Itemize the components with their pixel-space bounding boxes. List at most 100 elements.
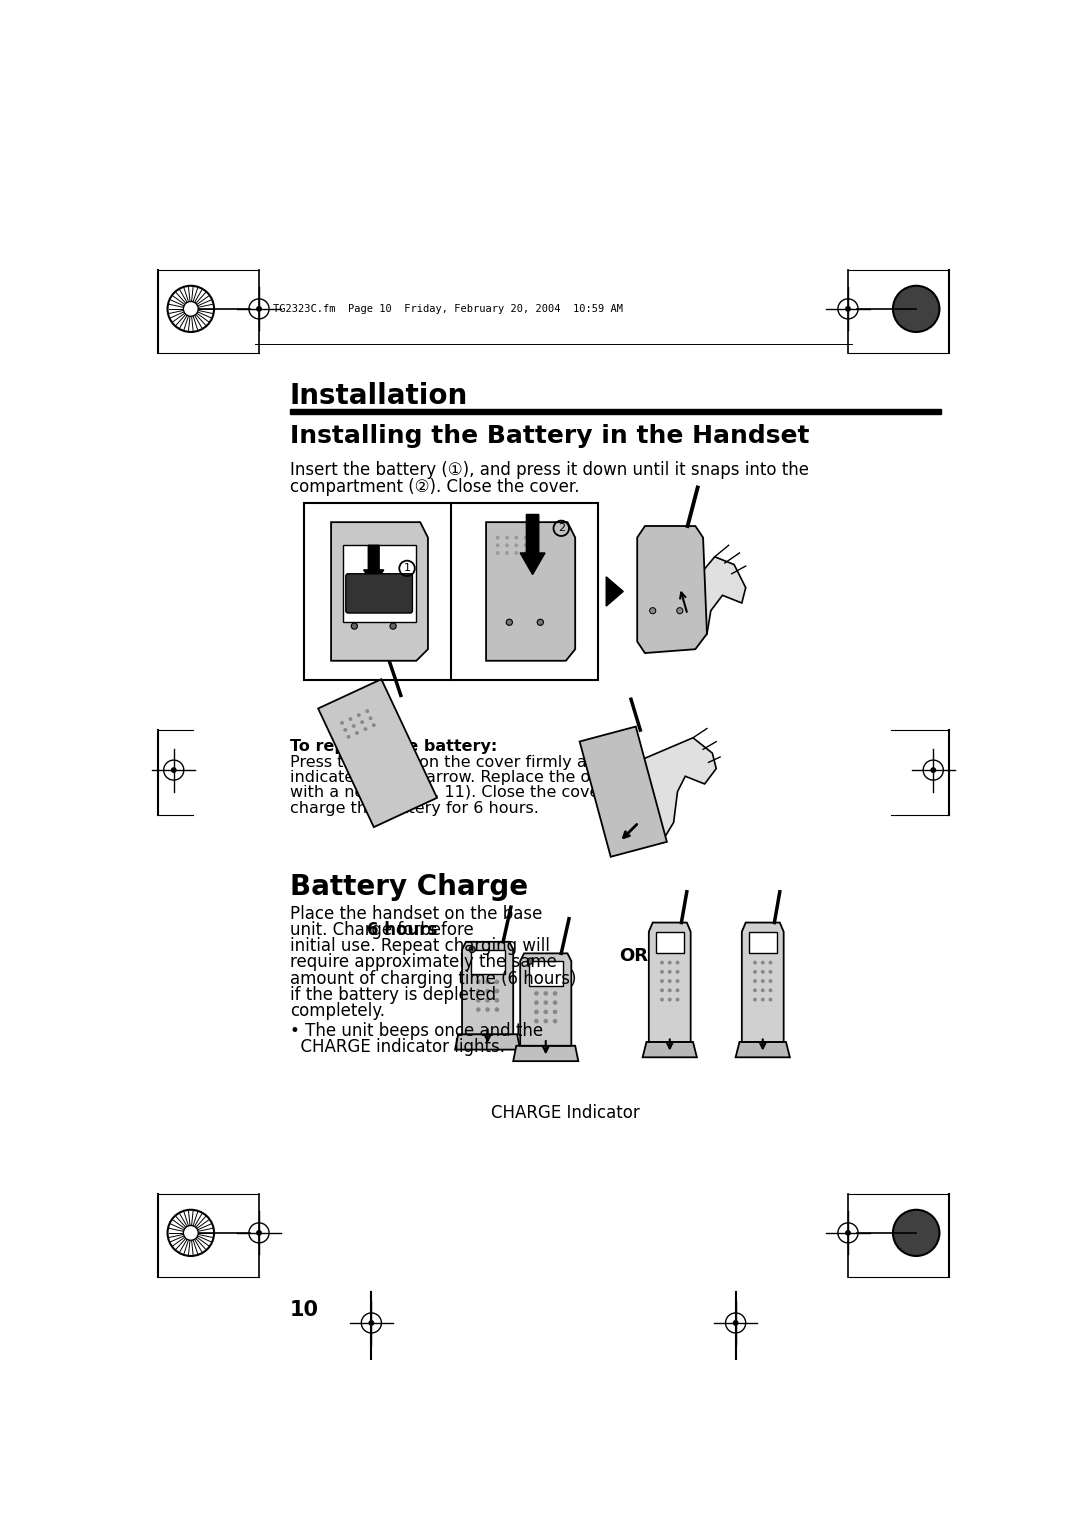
Circle shape: [476, 998, 481, 1002]
Bar: [656, 932, 684, 953]
Circle shape: [390, 623, 396, 630]
Circle shape: [543, 1010, 548, 1015]
Polygon shape: [486, 523, 576, 660]
FancyBboxPatch shape: [346, 573, 413, 613]
Circle shape: [553, 1019, 557, 1024]
Polygon shape: [643, 1042, 697, 1057]
Circle shape: [496, 536, 500, 539]
Text: TG2323C.fm  Page 10  Friday, February 20, 2004  10:59 AM: TG2323C.fm Page 10 Friday, February 20, …: [273, 304, 623, 313]
Circle shape: [660, 998, 664, 1001]
Circle shape: [676, 989, 679, 992]
Circle shape: [347, 735, 351, 740]
Circle shape: [514, 544, 518, 547]
Circle shape: [846, 307, 850, 312]
Circle shape: [172, 769, 176, 772]
Circle shape: [769, 979, 772, 983]
Polygon shape: [635, 738, 716, 845]
Polygon shape: [455, 1034, 521, 1050]
Circle shape: [495, 998, 499, 1002]
Polygon shape: [462, 941, 513, 1034]
Bar: [748, 932, 777, 953]
Circle shape: [340, 721, 343, 724]
Circle shape: [524, 552, 527, 555]
Text: 1: 1: [404, 564, 410, 573]
Circle shape: [505, 552, 509, 555]
Text: CHARGE Indicator: CHARGE Indicator: [490, 1103, 639, 1122]
Circle shape: [733, 1320, 738, 1325]
Circle shape: [507, 619, 512, 625]
Bar: [342, 545, 416, 622]
Text: with a new one (p. 11). Close the cover and: with a new one (p. 11). Close the cover …: [291, 785, 642, 801]
Circle shape: [476, 1007, 481, 1012]
Circle shape: [676, 998, 679, 1001]
Circle shape: [667, 961, 672, 964]
Circle shape: [760, 961, 765, 964]
Text: OR: OR: [619, 947, 648, 966]
Text: amount of charging time (6 hours): amount of charging time (6 hours): [291, 970, 577, 987]
Text: Insert the battery (①), and press it down until it snaps into the: Insert the battery (①), and press it dow…: [291, 460, 809, 478]
Circle shape: [496, 544, 500, 547]
Text: charge the battery for 6 hours.: charge the battery for 6 hours.: [291, 801, 539, 816]
Polygon shape: [332, 523, 428, 660]
Text: CHARGE indicator lights.: CHARGE indicator lights.: [291, 1038, 505, 1056]
Circle shape: [495, 989, 499, 993]
Circle shape: [369, 1320, 374, 1325]
Polygon shape: [364, 545, 383, 585]
Circle shape: [349, 717, 352, 721]
Circle shape: [184, 301, 199, 316]
Circle shape: [167, 286, 214, 332]
Circle shape: [660, 979, 664, 983]
Circle shape: [535, 1019, 539, 1024]
Circle shape: [769, 989, 772, 992]
Polygon shape: [735, 1042, 789, 1057]
Circle shape: [753, 979, 757, 983]
Circle shape: [760, 989, 765, 992]
Text: unit. Charge for: unit. Charge for: [291, 921, 426, 940]
Circle shape: [753, 989, 757, 992]
Circle shape: [496, 552, 500, 555]
Circle shape: [760, 998, 765, 1001]
Circle shape: [514, 536, 518, 539]
Circle shape: [532, 544, 537, 547]
Circle shape: [476, 989, 481, 993]
Bar: [291, 410, 941, 414]
Circle shape: [524, 536, 527, 539]
Circle shape: [667, 989, 672, 992]
Polygon shape: [649, 923, 691, 1042]
Circle shape: [753, 970, 757, 973]
Text: completely.: completely.: [291, 1002, 384, 1019]
Circle shape: [553, 992, 557, 996]
Polygon shape: [580, 726, 666, 857]
Text: 10: 10: [291, 1300, 319, 1320]
Circle shape: [543, 1001, 548, 1005]
Circle shape: [535, 1001, 539, 1005]
Circle shape: [769, 998, 772, 1001]
Circle shape: [361, 720, 364, 724]
Text: before: before: [415, 921, 473, 940]
Text: require approximately the same: require approximately the same: [291, 953, 557, 972]
Text: initial use. Repeat charging will: initial use. Repeat charging will: [291, 937, 550, 955]
Circle shape: [485, 979, 490, 984]
Circle shape: [524, 544, 527, 547]
Circle shape: [257, 1230, 261, 1235]
Circle shape: [495, 1007, 499, 1012]
Bar: [471, 949, 504, 975]
Circle shape: [660, 989, 664, 992]
Circle shape: [667, 970, 672, 973]
Circle shape: [514, 552, 518, 555]
Circle shape: [846, 1230, 850, 1235]
Circle shape: [476, 979, 481, 984]
Circle shape: [553, 1001, 557, 1005]
Circle shape: [676, 970, 679, 973]
Circle shape: [677, 608, 683, 614]
Polygon shape: [696, 556, 745, 642]
Circle shape: [495, 979, 499, 984]
Circle shape: [660, 970, 664, 973]
Circle shape: [667, 979, 672, 983]
Circle shape: [505, 544, 509, 547]
Circle shape: [535, 1010, 539, 1015]
Circle shape: [469, 946, 475, 952]
Text: Place the handset on the base: Place the handset on the base: [291, 905, 542, 923]
Circle shape: [893, 286, 940, 332]
Circle shape: [760, 979, 765, 983]
